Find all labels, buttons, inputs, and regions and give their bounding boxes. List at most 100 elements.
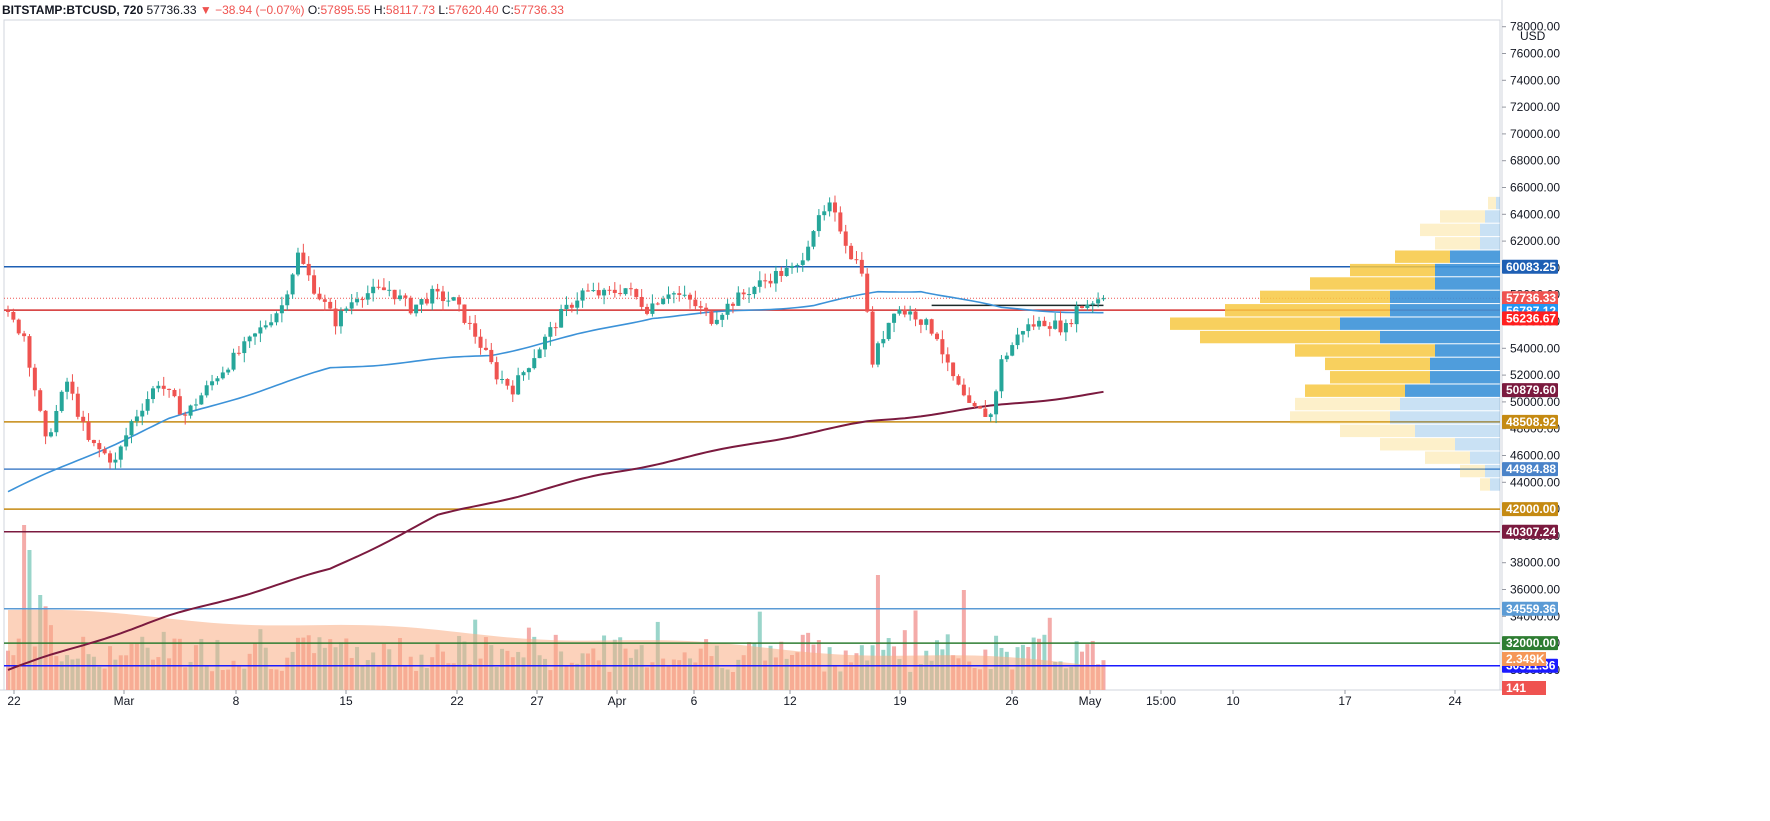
candle-body [500, 378, 505, 380]
candle-body [886, 322, 891, 340]
y-tick-label: 78000.00 [1510, 20, 1560, 34]
x-tick-label: Mar [114, 694, 135, 708]
y-tick-label: 62000.00 [1510, 234, 1560, 248]
level-price-badge-bg[interactable] [1502, 462, 1558, 477]
level-price-badge-bg[interactable] [1502, 414, 1558, 429]
volume-ma-area [8, 609, 1104, 690]
candle-body [838, 212, 843, 232]
volume-profile-bar [1260, 290, 1390, 304]
candle-body [741, 292, 746, 295]
candle-body [91, 439, 96, 444]
candle-body [773, 270, 778, 284]
candle-body [451, 297, 456, 301]
candle-body [177, 396, 182, 415]
candle-body [994, 391, 999, 415]
candle-body [1085, 304, 1090, 308]
candle-body [75, 393, 80, 417]
candle-body [1042, 320, 1047, 327]
candle-body [435, 288, 440, 292]
volume-profile-bar [1488, 196, 1496, 210]
price-badge-bg[interactable] [1502, 383, 1558, 398]
volume-badge-bg [1502, 681, 1546, 695]
volume-profile-bar [1330, 371, 1430, 384]
y-tick-label: 54000.00 [1510, 341, 1560, 355]
candle-body [961, 384, 966, 396]
ma-slow-line[interactable] [7, 390, 1104, 671]
candle-body [81, 416, 86, 422]
candle-body [902, 309, 907, 315]
volume-profile-bar [1350, 263, 1435, 277]
candle-body [295, 252, 300, 275]
candle-body [908, 311, 913, 315]
candle-body [693, 299, 698, 307]
symbol-label[interactable]: BITSTAMP:BTCUSD, 720 [2, 3, 144, 17]
x-tick-label: 8 [233, 694, 240, 708]
low-value: 57620.40 [448, 3, 499, 17]
volume-profile-bar [1455, 438, 1500, 451]
candle-body [918, 319, 923, 325]
candle-body [564, 304, 569, 309]
price-badge: 50879.60 [1506, 383, 1556, 397]
price-badge-bg[interactable] [1502, 311, 1558, 326]
level-price-badge-bg[interactable] [1502, 601, 1558, 616]
candle-body [843, 231, 848, 246]
candle-body [1010, 345, 1015, 356]
candle-body [48, 432, 53, 437]
candle-body [381, 287, 386, 291]
candle-body [698, 306, 703, 308]
candle-body [279, 305, 284, 314]
price-badge: 56236.67 [1506, 311, 1556, 325]
candle-body [419, 299, 424, 305]
level-price-badge-bg[interactable] [1502, 636, 1558, 651]
candle-body [446, 300, 451, 302]
y-tick-label: 38000.00 [1510, 556, 1560, 570]
level-price-badge: 60083.25 [1506, 260, 1556, 274]
x-tick-label: 6 [691, 694, 698, 708]
candle-body [129, 421, 134, 436]
candle-body [881, 339, 886, 344]
candle-body [145, 399, 150, 411]
candle-body [349, 302, 354, 309]
candle-body [312, 275, 317, 294]
volume-profile-bar [1435, 344, 1500, 357]
candle-body [623, 288, 628, 295]
volume-profile-bar [1225, 304, 1390, 317]
candle-body [414, 304, 419, 314]
volume-bar [1047, 617, 1052, 690]
candle-body [602, 289, 607, 296]
candle-body [757, 280, 762, 287]
y-tick-label: 46000.00 [1510, 449, 1560, 463]
candle-body [161, 385, 166, 389]
volume-profile-bar [1170, 317, 1340, 330]
volume-profile-bar [1430, 371, 1500, 384]
price-badge-bg[interactable] [1502, 291, 1558, 306]
candle-body [645, 306, 650, 314]
candle-body [333, 308, 338, 327]
candle-body [543, 336, 547, 350]
plot-area[interactable] [3, 19, 1501, 691]
candle-body [682, 294, 687, 296]
candle-body [607, 289, 612, 291]
y-tick-label: 64000.00 [1510, 207, 1560, 221]
level-price-badge: 40307.24 [1506, 525, 1556, 539]
level-price-badge-bg[interactable] [1502, 502, 1558, 517]
candle-body [440, 291, 445, 302]
candle-body [118, 446, 123, 460]
candle-body [1015, 334, 1020, 346]
candle-body [1096, 299, 1101, 304]
volume-profile-bar [1480, 223, 1500, 237]
candle-body [687, 294, 692, 300]
level-price-badge-bg[interactable] [1502, 259, 1558, 274]
candle-body [473, 323, 478, 337]
candle-body [1004, 355, 1009, 360]
level-price-badge-bg[interactable] [1502, 524, 1558, 539]
volume-bar [875, 575, 880, 690]
candle-body [355, 299, 360, 303]
candle-body [306, 263, 311, 276]
candle-body [709, 311, 714, 324]
volume-profile-bar [1325, 357, 1430, 371]
candle-body [720, 314, 725, 320]
candle-body [27, 336, 32, 368]
candle-body [462, 304, 467, 323]
